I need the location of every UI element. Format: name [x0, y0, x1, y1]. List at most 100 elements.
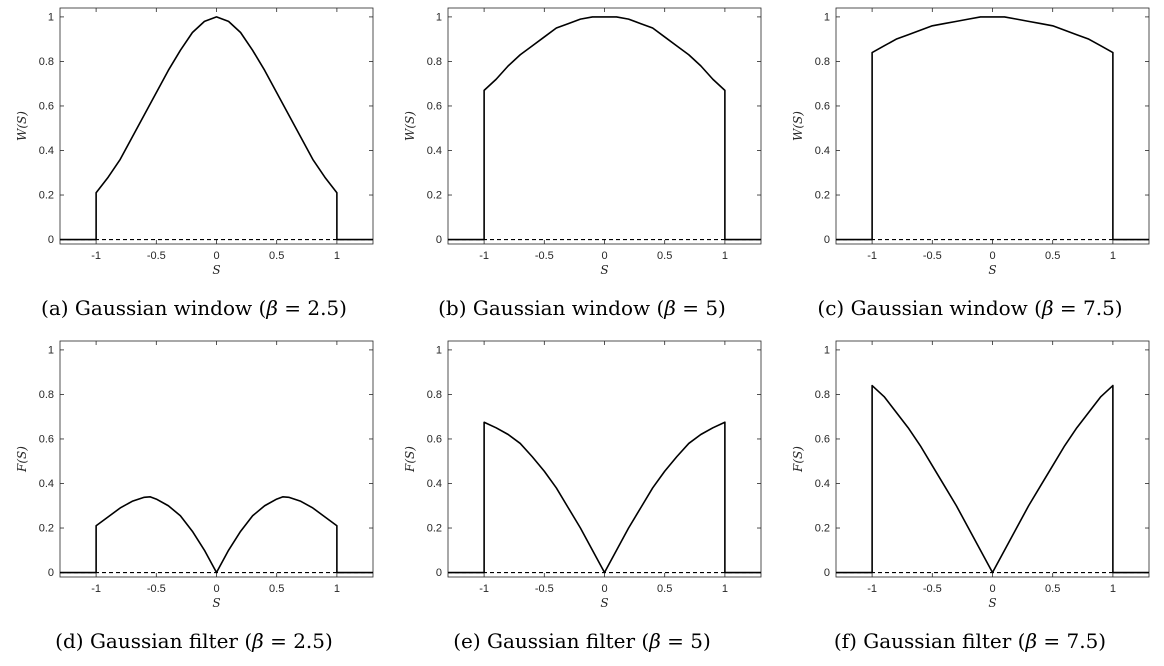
caption-greek: β	[664, 296, 676, 320]
y-tick-label: 0.6	[39, 433, 54, 445]
panel-a: 0 0.2 0.4 0.6 0.8 1 -1 -0.5 0 0.5 1 S W(S) (a) Gauss…	[0, 0, 388, 333]
y-tick-label: 0.4	[427, 478, 442, 490]
x-tick-label: -0.5	[923, 583, 942, 595]
y-tick-label: 0.4	[427, 145, 442, 157]
caption-greek: β	[1041, 296, 1054, 320]
caption-greek: β	[649, 629, 661, 653]
y-tick-label: 0.2	[815, 523, 830, 535]
x-tick-label: 0.5	[1045, 250, 1060, 262]
caption-rest: = 7.5)	[1037, 629, 1107, 653]
caption-greek: β	[1025, 629, 1038, 653]
panel-c: 0 0.2 0.4 0.6 0.8 1 -1 -0.5 0 0.5 1 S W(S) (c) Gauss…	[776, 0, 1164, 333]
x-tick-label: 0	[213, 583, 219, 595]
x-tick-label: 0	[601, 250, 607, 262]
x-axis-label: S	[600, 596, 608, 610]
y-tick-label: 0.4	[815, 145, 830, 157]
x-tick-label: 0.5	[269, 583, 284, 595]
y-axis-label: W(S)	[403, 111, 417, 141]
caption-text: Gaussian filter (	[89, 629, 253, 653]
series-line	[60, 16, 373, 241]
y-axis-label: W(S)	[15, 111, 29, 141]
x-tick-label: 0.5	[657, 583, 672, 595]
caption-text: Gaussian window (	[74, 296, 267, 320]
chart-d: 0 0.2 0.4 0.6 0.8 1 -1 -0.5 0 0.5 1 S F(S)	[15, 340, 374, 610]
y-tick-label: 0.8	[39, 389, 54, 401]
caption-greek: β	[266, 296, 278, 320]
y-tick-label: 0.4	[815, 478, 830, 490]
y-tick-label: 0.6	[39, 100, 54, 112]
y-axis-label: W(S)	[791, 111, 805, 141]
panel-e: 0 0.2 0.4 0.6 0.8 1 -1 -0.5 0 0.5 1 S F(S) (e) Gauss…	[388, 333, 776, 666]
caption-letter: (c)	[817, 296, 845, 320]
caption-text: Gaussian filter (	[863, 629, 1026, 653]
x-tick-label: -0.5	[535, 250, 554, 262]
x-tick-label: 1	[1110, 583, 1116, 595]
chart-e: 0 0.2 0.4 0.6 0.8 1 -1 -0.5 0 0.5 1 S F(S)	[403, 340, 762, 610]
x-tick-label: -0.5	[923, 250, 942, 262]
x-tick-label: 0	[601, 583, 607, 595]
x-axis-label: S	[988, 596, 996, 610]
y-tick-label: 0.8	[427, 56, 442, 68]
caption-letter: (d)	[55, 629, 84, 653]
y-tick-label: 0	[436, 567, 442, 579]
caption-text: Gaussian window (	[472, 296, 665, 320]
caption-rest: = 5)	[675, 296, 726, 320]
y-tick-label: 0.4	[39, 145, 54, 157]
x-tick-label: 1	[722, 250, 728, 262]
y-tick-label: 0.6	[427, 100, 442, 112]
series-line	[836, 384, 1149, 574]
chart-a: 0 0.2 0.4 0.6 0.8 1 -1 -0.5 0 0.5 1 S W(S)	[15, 7, 374, 277]
caption-f: (f) Gaussian filter (β = 7.5)	[776, 629, 1164, 653]
caption-rest: = 2.5)	[277, 296, 347, 320]
x-axis-label: S	[212, 263, 220, 277]
x-tick-label: -1	[91, 250, 101, 262]
x-tick-label: 1	[722, 583, 728, 595]
y-tick-label: 1	[824, 344, 830, 356]
y-tick-label: 1	[436, 11, 442, 23]
y-axis-label: F(S)	[791, 446, 805, 473]
series-line	[60, 496, 373, 574]
axes-frame	[447, 7, 762, 245]
caption-letter: (a)	[41, 296, 69, 320]
x-tick-label: 1	[334, 250, 340, 262]
axes-frame	[447, 340, 762, 578]
y-tick-label: 0	[824, 234, 830, 246]
panel-b: 0 0.2 0.4 0.6 0.8 1 -1 -0.5 0 0.5 1 S W(S) (b) Gauss…	[388, 0, 776, 333]
x-tick-label: -0.5	[147, 250, 166, 262]
chart-c: 0 0.2 0.4 0.6 0.8 1 -1 -0.5 0 0.5 1 S W(S)	[791, 7, 1150, 277]
caption-a: (a) Gaussian window (β = 2.5)	[0, 296, 388, 320]
caption-greek: β	[252, 629, 264, 653]
y-axis-label: F(S)	[15, 446, 29, 473]
x-tick-label: -1	[867, 250, 877, 262]
caption-rest: = 2.5)	[263, 629, 333, 653]
x-tick-label: 0.5	[269, 250, 284, 262]
caption-b: (b) Gaussian window (β = 5)	[388, 296, 776, 320]
y-tick-label: 1	[436, 344, 442, 356]
y-tick-label: 0.2	[427, 523, 442, 535]
y-tick-label: 0.4	[39, 478, 54, 490]
caption-letter: (f)	[833, 629, 857, 653]
y-tick-label: 1	[824, 11, 830, 23]
caption-text: Gaussian filter (	[487, 629, 650, 653]
chart-f: 0 0.2 0.4 0.6 0.8 1 -1 -0.5 0 0.5 1 S F(S)	[791, 340, 1150, 610]
y-tick-label: 0	[824, 567, 830, 579]
x-tick-label: 1	[334, 583, 340, 595]
x-tick-label: -0.5	[535, 583, 554, 595]
x-tick-label: 1	[1110, 250, 1116, 262]
panel-f: 0 0.2 0.4 0.6 0.8 1 -1 -0.5 0 0.5 1 S F(S) (f) Gauss…	[776, 333, 1164, 666]
x-axis-label: S	[600, 263, 608, 277]
chart-b: 0 0.2 0.4 0.6 0.8 1 -1 -0.5 0 0.5 1 S W(S)	[403, 7, 762, 277]
y-tick-label: 0.6	[815, 100, 830, 112]
series-line	[836, 16, 1149, 241]
y-axis-label: F(S)	[403, 446, 417, 473]
x-axis-label: S	[212, 596, 220, 610]
y-tick-label: 0	[48, 234, 54, 246]
caption-d: (d) Gaussian filter (β = 2.5)	[0, 629, 388, 653]
series-line	[448, 421, 761, 574]
x-tick-label: 0	[213, 250, 219, 262]
y-tick-label: 0.2	[815, 190, 830, 202]
caption-letter: (e)	[453, 629, 481, 653]
x-axis-label: S	[988, 263, 996, 277]
caption-rest: = 5)	[660, 629, 711, 653]
